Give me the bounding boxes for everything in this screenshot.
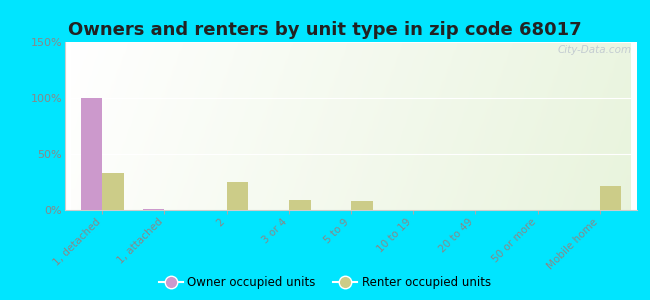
Bar: [289, 200, 311, 210]
Bar: [227, 182, 248, 210]
Legend: Owner occupied units, Renter occupied units: Owner occupied units, Renter occupied un…: [154, 272, 496, 294]
Bar: [351, 201, 372, 210]
Bar: [600, 187, 621, 210]
Bar: [143, 209, 164, 210]
Text: City-Data.com: City-Data.com: [557, 45, 631, 56]
Bar: [81, 98, 102, 210]
Bar: [102, 173, 124, 210]
Text: Owners and renters by unit type in zip code 68017: Owners and renters by unit type in zip c…: [68, 21, 582, 39]
